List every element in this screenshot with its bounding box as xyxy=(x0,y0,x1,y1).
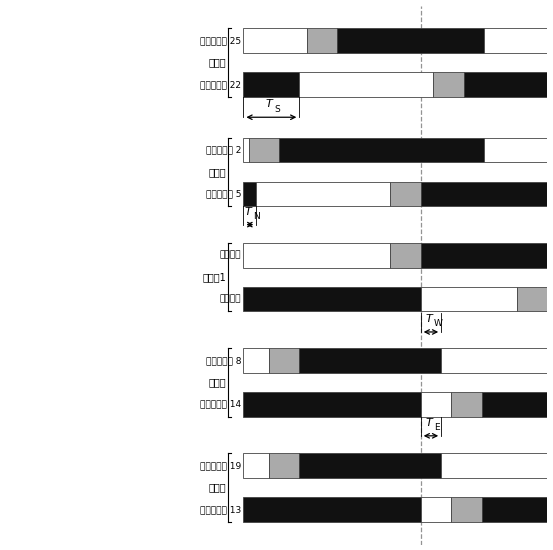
Bar xyxy=(390,182,421,206)
Bar xyxy=(421,287,517,311)
Bar xyxy=(482,392,547,416)
Text: 东路口: 东路口 xyxy=(208,482,226,493)
Text: N: N xyxy=(253,212,259,221)
Bar xyxy=(299,453,441,478)
Bar xyxy=(484,138,547,162)
Bar xyxy=(248,138,279,162)
Bar xyxy=(279,138,484,162)
Text: $T$: $T$ xyxy=(425,312,435,324)
Text: $T$: $T$ xyxy=(425,416,435,428)
Text: 左转预信号 2: 左转预信号 2 xyxy=(206,146,242,155)
Text: W: W xyxy=(434,320,443,328)
Bar xyxy=(482,497,547,522)
Bar xyxy=(243,138,248,162)
Bar xyxy=(441,453,547,478)
Bar xyxy=(256,182,390,206)
Text: 西路口: 西路口 xyxy=(208,377,226,387)
Text: 左转预信号 25: 左转预信号 25 xyxy=(200,36,242,45)
Text: $T$: $T$ xyxy=(265,97,275,109)
Bar xyxy=(299,72,434,97)
Bar xyxy=(307,28,337,53)
Text: 直行继信号 5: 直行继信号 5 xyxy=(206,189,242,199)
Bar xyxy=(484,28,547,53)
Text: 东西相位: 东西相位 xyxy=(220,295,242,304)
Bar xyxy=(451,392,482,416)
Bar xyxy=(390,243,421,267)
Bar xyxy=(441,348,547,373)
Bar xyxy=(421,243,547,267)
Text: 左转预信号 14: 左转预信号 14 xyxy=(200,400,242,409)
Bar xyxy=(269,348,299,373)
Bar xyxy=(451,497,482,522)
Bar xyxy=(243,28,307,53)
Bar xyxy=(421,392,451,416)
Text: 左转预信号 13: 左转预信号 13 xyxy=(200,505,242,514)
Text: 主信号1: 主信号1 xyxy=(202,272,226,282)
Bar xyxy=(243,392,421,416)
Bar xyxy=(243,453,269,478)
Text: 北路口: 北路口 xyxy=(208,167,226,177)
Text: S: S xyxy=(274,104,280,114)
Bar xyxy=(464,72,547,97)
Bar xyxy=(243,243,390,267)
Text: 南北相位: 南北相位 xyxy=(220,251,242,260)
Bar xyxy=(243,348,269,373)
Bar xyxy=(434,72,464,97)
Bar xyxy=(243,287,421,311)
Bar xyxy=(517,287,547,311)
Text: 直行继信号 22: 直行继信号 22 xyxy=(201,80,242,89)
Text: $T$: $T$ xyxy=(244,205,253,217)
Bar xyxy=(337,28,484,53)
Bar xyxy=(243,497,421,522)
Text: 直行继信号 8: 直行继信号 8 xyxy=(206,356,242,365)
Bar xyxy=(243,72,299,97)
Bar xyxy=(243,182,256,206)
Bar xyxy=(421,182,547,206)
Text: 直行继信号 19: 直行继信号 19 xyxy=(200,461,242,470)
Bar xyxy=(421,497,451,522)
Bar xyxy=(299,348,441,373)
Text: 南路口: 南路口 xyxy=(208,57,226,68)
Text: E: E xyxy=(434,424,440,432)
Bar xyxy=(269,453,299,478)
